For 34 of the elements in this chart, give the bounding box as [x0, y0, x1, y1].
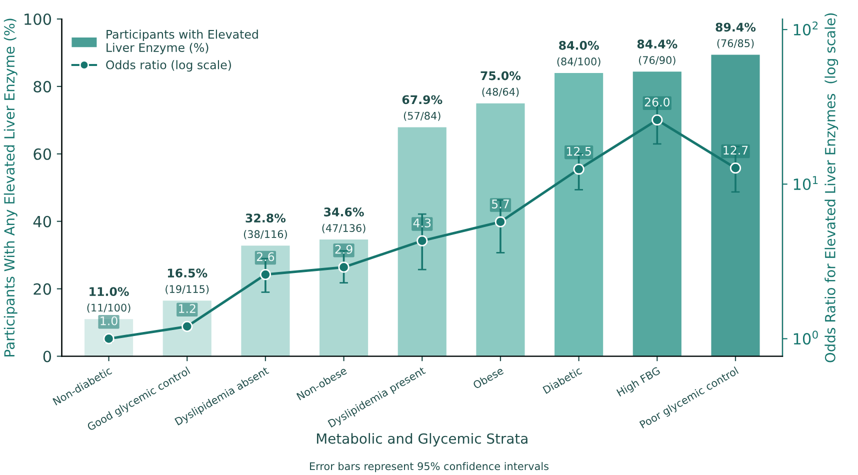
x-tick-label: High FBG	[616, 366, 662, 398]
y2-axis-title: Odds Ratio for Elevated Liver Enzymes (log scale)	[824, 13, 838, 362]
y-tick-label: 80	[34, 80, 52, 92]
data-label: 2.6	[256, 252, 274, 262]
data-label: 84.4% (76/90)	[637, 40, 678, 66]
data-label: 4.3	[413, 218, 431, 228]
y-axis-title: Participants With Any Elevated Liver Enzyme (%)	[4, 18, 18, 356]
data-label: 12.7	[724, 146, 748, 155]
y2-tick-label: 10$^{1}$	[794, 176, 818, 190]
y-tick-label: 0	[43, 350, 52, 362]
data-label: 34.6% (47/136)	[322, 208, 366, 234]
y2-tick-label: 10$^{0}$	[794, 330, 818, 345]
x-axis-title: Metabolic and Glycemic Strata	[316, 433, 528, 447]
data-label: 32.8% (38/116)	[244, 214, 287, 240]
data-label: 5.7	[492, 200, 509, 208]
data-label: 67.9% (57/84)	[402, 95, 442, 121]
y-tick-label: 20	[34, 283, 52, 295]
y2-tick-label: 10$^{2}$	[794, 21, 818, 36]
y-tick-label: 100	[24, 13, 52, 26]
legend-label: Participants with Elevated Liver Enzyme (%)	[106, 30, 258, 54]
legend-label: Odds ratio (log scale)	[106, 60, 231, 72]
text: Error bars represent 95% confidence intervals	[310, 462, 548, 472]
data-label: 84.0% (84/100)	[557, 40, 600, 67]
data-label: 11.0% (11/100)	[87, 287, 130, 313]
data-label: 16.5% (19/115)	[166, 268, 209, 294]
y-tick-label: 40	[33, 216, 52, 228]
data-label: 26.0	[644, 98, 670, 107]
data-label: 2.9	[335, 244, 352, 254]
data-label: 1.0	[100, 316, 118, 326]
y-tick-label: 60	[34, 148, 52, 160]
data-label: 12.5	[566, 146, 591, 156]
data-label: 1.2	[179, 304, 196, 313]
data-label: 75.0% (48/64)	[480, 71, 521, 97]
data-label: 89.4% (76/85)	[716, 22, 756, 48]
